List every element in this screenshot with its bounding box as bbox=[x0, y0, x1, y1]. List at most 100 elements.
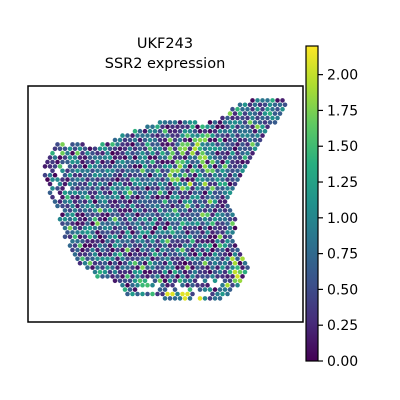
spot-point bbox=[170, 124, 175, 130]
spot-point bbox=[177, 216, 183, 222]
spot-point bbox=[155, 194, 160, 200]
spot-point bbox=[190, 124, 195, 130]
spot-point bbox=[185, 212, 190, 218]
spot-point bbox=[230, 106, 235, 112]
spot-point bbox=[217, 287, 223, 292]
spot-point bbox=[70, 186, 75, 191]
spot-point bbox=[82, 216, 88, 222]
spot-point bbox=[67, 172, 73, 178]
spot-point bbox=[185, 186, 190, 191]
spot-point bbox=[130, 247, 135, 253]
spot-point bbox=[95, 230, 100, 235]
spot-point bbox=[202, 287, 208, 292]
spot-point bbox=[205, 256, 210, 262]
spot-point bbox=[72, 234, 78, 240]
spot-point bbox=[195, 230, 200, 235]
spot-point bbox=[112, 225, 118, 231]
spot-point bbox=[145, 282, 150, 288]
spot-point bbox=[157, 199, 163, 204]
spot-point bbox=[180, 203, 185, 209]
spot-point bbox=[237, 252, 243, 257]
spot-point bbox=[207, 199, 213, 204]
spot-point bbox=[145, 238, 150, 244]
spot-point bbox=[65, 221, 70, 226]
spot-point bbox=[230, 230, 235, 235]
spot-point bbox=[140, 291, 145, 297]
spot-point bbox=[137, 155, 143, 160]
spot-point bbox=[177, 172, 183, 178]
spot-point bbox=[77, 190, 83, 196]
spot-point bbox=[147, 243, 153, 248]
spot-point bbox=[135, 168, 140, 174]
spot-point bbox=[87, 208, 93, 213]
spot-point bbox=[87, 181, 93, 187]
spot-point bbox=[207, 190, 213, 196]
spot-point bbox=[142, 278, 148, 284]
spot-point bbox=[222, 137, 228, 143]
spot-point bbox=[162, 296, 168, 301]
spot-point bbox=[92, 252, 98, 257]
spot-point bbox=[160, 177, 165, 182]
spot-point bbox=[107, 234, 113, 240]
spot-point bbox=[152, 172, 158, 178]
spot-point bbox=[165, 247, 170, 253]
spot-point bbox=[102, 146, 108, 152]
spot-point bbox=[145, 186, 150, 191]
spot-point bbox=[210, 133, 215, 138]
spot-point bbox=[92, 243, 98, 248]
spot-point bbox=[142, 146, 148, 152]
spot-point bbox=[190, 159, 195, 165]
spot-point bbox=[115, 194, 120, 200]
spot-point bbox=[75, 186, 80, 191]
spot-point bbox=[227, 128, 233, 134]
spot-point bbox=[152, 216, 158, 222]
spot-point bbox=[165, 194, 170, 200]
spot-point bbox=[165, 133, 170, 138]
spot-point bbox=[202, 252, 208, 257]
spot-point bbox=[177, 128, 183, 134]
spot-point bbox=[77, 234, 83, 240]
spot-point bbox=[187, 243, 193, 248]
spot-point bbox=[170, 194, 175, 200]
spot-point bbox=[137, 190, 143, 196]
spot-point bbox=[222, 216, 228, 222]
spot-point bbox=[230, 274, 235, 279]
spot-point bbox=[67, 234, 73, 240]
spot-point bbox=[62, 216, 68, 222]
spot-point bbox=[200, 265, 205, 270]
spot-point bbox=[172, 260, 178, 266]
spot-point bbox=[240, 142, 245, 147]
spot-point bbox=[170, 238, 175, 244]
spot-point bbox=[92, 146, 98, 152]
spot-point bbox=[72, 216, 78, 222]
spot-point bbox=[232, 181, 238, 187]
spot-point bbox=[182, 216, 188, 222]
spot-point bbox=[205, 124, 210, 130]
spot-point bbox=[112, 234, 118, 240]
spot-point bbox=[80, 186, 85, 191]
spot-point bbox=[82, 252, 88, 257]
spot-point bbox=[255, 115, 260, 121]
spot-point bbox=[197, 252, 203, 257]
spot-point bbox=[240, 159, 245, 165]
spot-point bbox=[152, 137, 158, 143]
spot-point bbox=[275, 106, 280, 112]
spot-point bbox=[120, 212, 125, 218]
spot-point bbox=[262, 120, 268, 125]
spot-point bbox=[140, 238, 145, 244]
spot-point bbox=[62, 181, 68, 187]
spot-point bbox=[125, 291, 130, 297]
spot-point bbox=[212, 164, 218, 169]
spot-point bbox=[177, 208, 183, 213]
spot-point bbox=[200, 274, 205, 279]
spot-point bbox=[195, 124, 200, 130]
spot-point bbox=[232, 252, 238, 257]
spot-point bbox=[217, 252, 223, 257]
spot-point bbox=[192, 216, 198, 222]
spot-point bbox=[190, 230, 195, 235]
spot-point bbox=[277, 111, 283, 116]
spot-point bbox=[157, 234, 163, 240]
spot-point bbox=[192, 120, 198, 125]
spot-point bbox=[145, 133, 150, 138]
spot-point bbox=[150, 230, 155, 235]
